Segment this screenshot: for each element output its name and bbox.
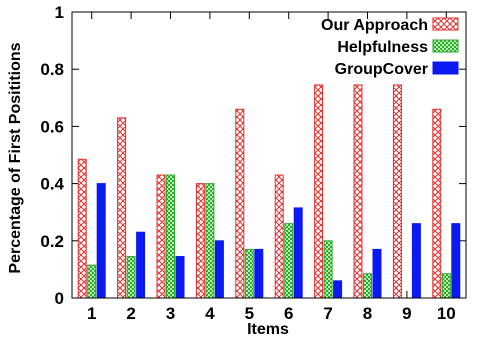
bar-our-approach-item-4	[195, 183, 205, 299]
y-tick-label: 0	[55, 289, 64, 308]
x-axis-ticks: 1 2 3 4 5 6 7 8 9 10	[87, 12, 456, 323]
legend-swatch-our-approach	[432, 17, 459, 31]
bar-helpfulness-item-3	[166, 174, 175, 299]
x-tick-label: 4	[205, 304, 215, 323]
bar-helpfulness-item-2	[126, 256, 136, 299]
bar-groupcover-item-10	[451, 223, 461, 299]
x-tick-label: 5	[245, 304, 254, 323]
bar-our-approach-item-5	[235, 108, 245, 299]
bar-groupcover-item-6	[293, 207, 303, 299]
y-tick-label: 0.8	[40, 60, 64, 79]
bar-groupcover-item-2	[136, 231, 146, 299]
plot-frame	[71, 11, 467, 299]
bar-our-approach-item-2	[117, 117, 127, 299]
bar-our-approach-item-3	[156, 174, 166, 299]
y-tick-label: 0.6	[40, 117, 64, 136]
x-tick-label: 9	[402, 304, 411, 323]
bar-groupcover-item-7	[333, 280, 343, 299]
x-tick-label: 2	[126, 304, 135, 323]
bar-helpfulness-item-1	[87, 264, 97, 299]
x-tick-label: 6	[284, 304, 293, 323]
legend-swatch-helpfulness	[432, 39, 459, 53]
bar-our-approach-item-6	[274, 174, 284, 299]
bar-our-approach-item-9	[392, 84, 402, 299]
bar-helpfulness-item-8	[363, 273, 372, 299]
legend-swatch-groupcover	[432, 61, 459, 75]
bar-groupcover-item-8	[372, 248, 382, 299]
legend-label-helpfulness: Helpfulness	[337, 39, 428, 56]
y-tick-label: 0.4	[40, 175, 64, 194]
bar-our-approach-item-10	[432, 108, 442, 299]
bar-groupcover-item-5	[254, 248, 264, 299]
bar-our-approach-item-8	[353, 84, 363, 299]
x-tick-label: 10	[437, 304, 456, 323]
legend: Our Approach Helpfulness GroupCover	[321, 17, 459, 78]
y-tick-label: 0.2	[40, 232, 64, 251]
y-axis-title: Percentage of First Posititions	[7, 42, 24, 273]
bar-helpfulness-item-7	[323, 240, 333, 299]
bar-groupcover-item-9	[411, 223, 421, 299]
x-tick-label: 8	[363, 304, 372, 323]
y-tick-label: 1	[55, 3, 64, 22]
bar-groupcover-item-3	[175, 256, 185, 299]
legend-label-our-approach: Our Approach	[321, 17, 428, 34]
x-tick-label: 7	[323, 304, 332, 323]
legend-label-groupcover: GroupCover	[335, 61, 428, 78]
bar-helpfulness-item-4	[205, 183, 215, 299]
y-axis-ticks: 0 0.2 0.4 0.6 0.8 1	[40, 3, 466, 308]
bar-groupcover-item-4	[214, 240, 224, 299]
x-axis-title: Items	[247, 321, 289, 338]
bar-helpfulness-item-10	[441, 273, 451, 299]
x-tick-label: 3	[166, 304, 175, 323]
bar-our-approach-item-1	[77, 158, 87, 299]
bar-helpfulness-item-5	[244, 248, 254, 299]
bar-helpfulness-item-6	[284, 223, 294, 299]
x-tick-label: 1	[87, 304, 96, 323]
bars	[77, 84, 461, 299]
bar-groupcover-item-1	[96, 183, 106, 299]
bar-our-approach-item-7	[314, 84, 324, 299]
